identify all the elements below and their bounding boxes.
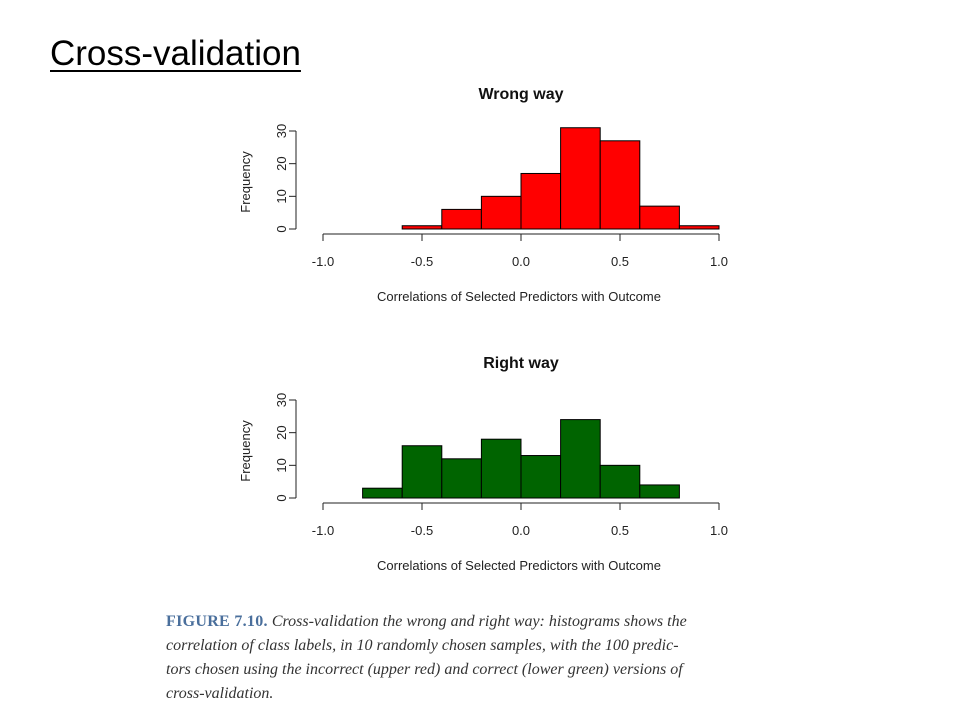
wrong-way-x-tick-label: 1.0 bbox=[710, 254, 728, 269]
wrong-way-x-axis-label: Correlations of Selected Predictors with… bbox=[377, 289, 661, 304]
right-way-x-tick-label: 1.0 bbox=[710, 523, 728, 538]
caption-line-1: FIGURE 7.10. Cross-validation the wrong … bbox=[166, 610, 856, 634]
wrong-way-x-tick-label: 0.0 bbox=[512, 254, 530, 269]
wrong-way-bar bbox=[639, 205, 680, 230]
right-way-x-axis-label: Correlations of Selected Predictors with… bbox=[377, 558, 661, 573]
caption-line-3: tors chosen using the incorrect (upper r… bbox=[166, 661, 683, 678]
right-way-y-tick-label: 10 bbox=[274, 458, 289, 472]
right-way-bar bbox=[441, 458, 482, 499]
right-way-x-tick-label: -0.5 bbox=[411, 523, 433, 538]
wrong-way-bar bbox=[480, 195, 522, 230]
right-way-chart-title: Right way bbox=[483, 355, 559, 372]
caption-line-2: correlation of class labels, in 10 rando… bbox=[166, 637, 679, 654]
wrong-way-bar bbox=[560, 127, 601, 230]
wrong-way-x-tick-label: 0.5 bbox=[611, 254, 629, 269]
wrong-way-bar bbox=[599, 140, 641, 230]
right-way-bar bbox=[480, 438, 522, 499]
caption-line-4: cross-validation. bbox=[166, 685, 274, 702]
slide-title: Cross-validation bbox=[50, 34, 301, 73]
wrong-way-histogram: Wrong way -1.0 -0.5 0.0 0.5 1.0 0 10 20 30 Correla… bbox=[238, 86, 728, 304]
wrong-way-bar bbox=[441, 208, 482, 230]
wrong-way-y-tick-label: 20 bbox=[274, 156, 289, 170]
wrong-way-y-axis-label: Frequency bbox=[238, 151, 253, 213]
right-way-bar bbox=[401, 445, 443, 499]
wrong-way-bar bbox=[678, 225, 720, 230]
right-way-x-tick-label: -1.0 bbox=[312, 523, 334, 538]
right-way-y-tick-label: 20 bbox=[274, 425, 289, 439]
right-way-histogram: Right way -1.0 -0.5 0.0 0.5 1.0 0 10 20 30 Correla… bbox=[238, 355, 728, 573]
caption-label: FIGURE 7.10. bbox=[166, 613, 268, 630]
wrong-way-y-tick-label: 10 bbox=[274, 189, 289, 203]
right-way-x-tick-label: 0.5 bbox=[611, 523, 629, 538]
caption-text-1: Cross-validation the wrong and right way… bbox=[271, 613, 687, 630]
wrong-way-y-tick-label: 30 bbox=[274, 124, 289, 138]
right-way-bar bbox=[599, 464, 641, 499]
figure-caption: FIGURE 7.10. Cross-validation the wrong … bbox=[166, 610, 856, 706]
right-way-bar bbox=[362, 487, 403, 499]
right-way-y-axis-label: Frequency bbox=[238, 420, 253, 482]
right-way-y-tick-label: 30 bbox=[274, 393, 289, 407]
wrong-way-x-tick-label: -1.0 bbox=[312, 254, 334, 269]
right-way-x-tick-label: 0.0 bbox=[512, 523, 530, 538]
wrong-way-chart-title: Wrong way bbox=[478, 86, 563, 103]
right-way-bar bbox=[639, 484, 680, 499]
wrong-way-bar bbox=[401, 225, 443, 230]
wrong-way-y-tick-label: 0 bbox=[274, 225, 289, 232]
right-way-bar bbox=[520, 455, 562, 499]
wrong-way-bar bbox=[520, 172, 562, 230]
right-way-bar bbox=[560, 419, 601, 499]
wrong-way-x-tick-label: -0.5 bbox=[411, 254, 433, 269]
right-way-y-tick-label: 0 bbox=[274, 494, 289, 501]
